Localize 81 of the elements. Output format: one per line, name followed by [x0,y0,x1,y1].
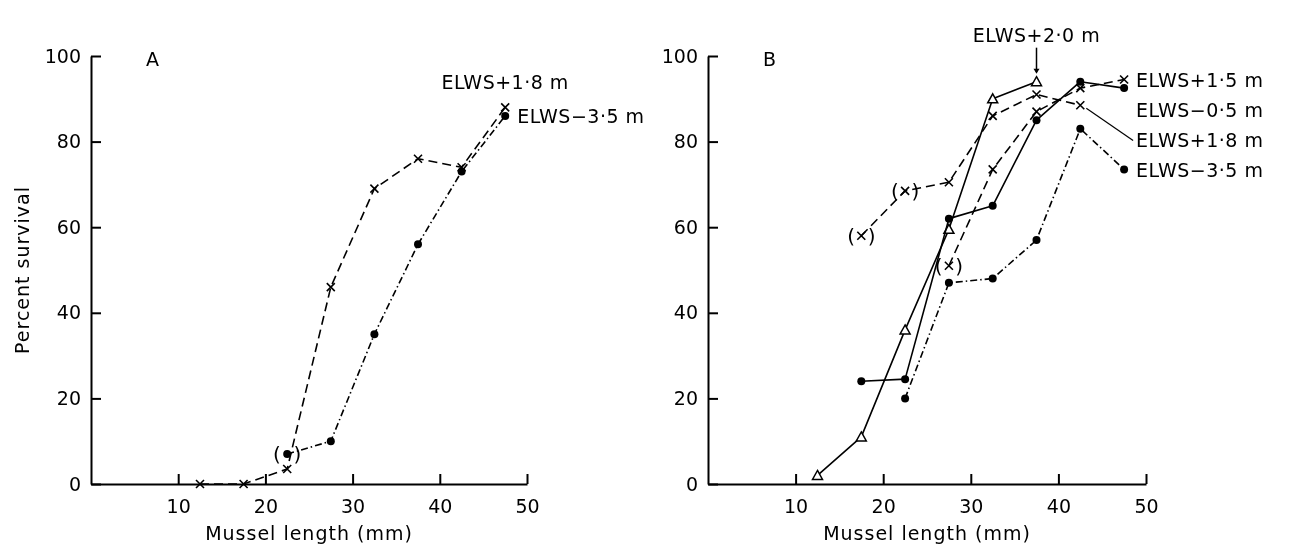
point [456,162,467,173]
annotation: ( ) [934,253,964,278]
point [1120,165,1129,174]
x-tick-label: 30 [341,495,366,518]
point [1120,84,1129,93]
point [944,214,953,223]
point [413,153,423,164]
point [283,450,292,459]
point [901,394,910,403]
point [1119,74,1129,85]
point [944,278,953,287]
point [901,375,910,384]
series-label: ELWS−3·5 m [1136,158,1264,181]
point [370,330,379,339]
y-tick-label: 60 [673,215,698,238]
point [986,93,999,104]
point [238,479,249,489]
point [1076,124,1085,133]
point [500,102,510,113]
point [856,230,867,241]
x-tick-label: 20 [253,495,278,518]
chart-title: A [146,48,159,70]
annotation: ( ) [273,442,302,467]
chart-title: B [763,48,777,70]
point [414,240,422,249]
x-tick-label: 10 [784,495,809,518]
point [899,324,911,335]
text: ELWS+1·8 m [1136,128,1264,151]
point [857,377,866,386]
point [1032,116,1041,125]
point [988,201,997,210]
point [457,167,466,176]
point [501,111,510,120]
x-tick-label: 10 [166,495,191,518]
y-tick-label: 60 [56,215,81,238]
point [1030,75,1043,87]
y-tick-label: 0 [68,472,81,495]
x-tick-label: 30 [959,495,984,518]
point [811,469,824,481]
y-axis-title: Percent survival [11,186,33,354]
annotation: ( ) [847,223,876,248]
series-label: ELWS−3·5 m [517,104,645,127]
y-tick-label: 80 [673,130,698,153]
point [282,464,292,474]
point [855,431,868,442]
point [369,183,380,194]
series-label: ELWS+1·5 m [1136,68,1264,91]
y-tick-label: 80 [56,130,81,153]
x-axis-title: Mussel length (mm) [823,522,1031,544]
x-tick-label: 50 [1134,495,1159,518]
x-tick-label: 40 [428,495,453,518]
point [944,177,954,188]
y-tick-label: 20 [56,386,81,409]
series-label: ELWS+1·8 m [441,71,569,94]
y-tick-label: 20 [673,386,698,409]
point [988,274,997,283]
x-tick-label: 40 [1046,495,1071,518]
y-tick-label: 0 [685,472,698,495]
y-tick-label: 40 [56,301,81,324]
y-tick-label: 40 [673,301,698,324]
point [1076,77,1085,86]
text: ELWS+2·0 m [972,23,1101,46]
y-tick-label: 100 [44,44,81,67]
point [900,186,910,196]
point [195,479,205,489]
point [1031,89,1042,100]
point [987,111,998,121]
series-label: ELWS−0·5 m [1136,98,1264,121]
x-tick-label: 20 [871,495,896,518]
point [1032,236,1041,245]
y-tick-label: 100 [661,44,698,67]
point [326,437,335,446]
point [1031,106,1042,117]
point [987,164,998,175]
point [1075,83,1086,93]
point [1075,100,1086,111]
point [944,260,954,271]
x-axis-title: Mussel length (mm) [205,522,413,544]
point [326,282,336,292]
x-tick-label: 50 [515,495,540,518]
annotation: ( ) [890,178,920,203]
